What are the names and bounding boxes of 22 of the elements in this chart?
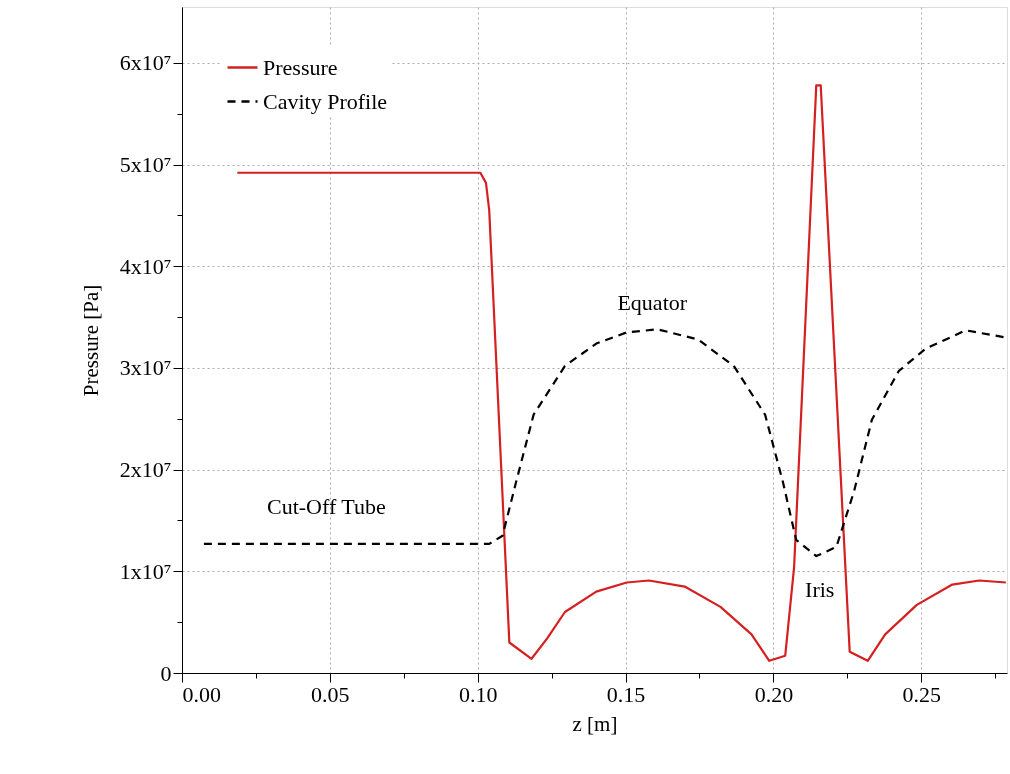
y-tick-label: 5x10⁷ [119, 152, 172, 178]
x-tick-label: 0.00 [182, 681, 221, 707]
y-tick-label: 0 [160, 660, 172, 686]
x-tick-label: 0.15 [606, 681, 646, 707]
legend-label: Cavity Profile [263, 88, 388, 114]
x-tick-label: 0.20 [754, 681, 794, 707]
annotation: Cut-Off Tube [266, 493, 386, 519]
y-tick-label: 1x10⁷ [119, 558, 172, 584]
x-tick-label: 0.10 [458, 681, 498, 707]
y-tick-label: 4x10⁷ [119, 253, 172, 279]
x-tick-label: 0.05 [311, 681, 350, 707]
x-tick-label: 0.25 [902, 681, 941, 707]
line-series [236, 84, 1007, 662]
x-axis-title: z [m] [572, 711, 618, 736]
y-tick-label: 6x10⁷ [119, 50, 172, 76]
legend-label: Pressure [263, 54, 338, 80]
annotation: Equator [617, 290, 688, 316]
y-axis-title: Pressure [Pa] [78, 284, 103, 397]
annotation: Iris [805, 576, 835, 602]
y-tick-label: 3x10⁷ [119, 355, 172, 381]
line-series [202, 328, 1007, 558]
y-tick-label: 2x10⁷ [119, 457, 172, 483]
